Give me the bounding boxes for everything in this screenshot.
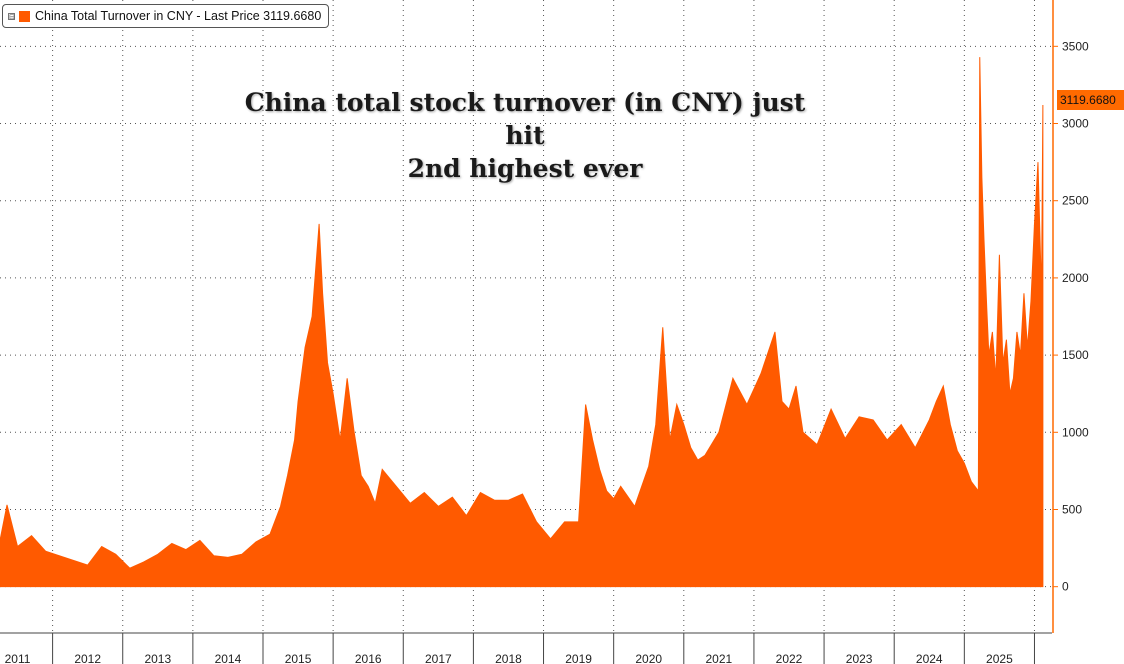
legend-label: China Total Turnover in CNY - Last Price… bbox=[35, 9, 322, 23]
y-tick-label: 1500 bbox=[1062, 348, 1089, 362]
x-tick-label: 2020 bbox=[635, 652, 662, 664]
x-tick-label: 2012 bbox=[74, 652, 101, 664]
y-tick-label: 2000 bbox=[1062, 271, 1089, 285]
y-tick-label: 3500 bbox=[1062, 39, 1089, 53]
x-tick-label: 2023 bbox=[846, 652, 873, 664]
last-price-tag: 3119.6680 bbox=[1057, 90, 1124, 110]
x-tick-label: 2016 bbox=[355, 652, 382, 664]
x-tick-label: 2022 bbox=[776, 652, 803, 664]
x-tick-label: 2018 bbox=[495, 652, 522, 664]
y-tick-label: 2500 bbox=[1062, 194, 1089, 208]
annotation-line-2: 2nd highest ever bbox=[407, 154, 643, 183]
x-tick-label: 2013 bbox=[144, 652, 171, 664]
turnover-area-series bbox=[0, 57, 1044, 588]
annotation-line-1: China total stock turnover (in CNY) just… bbox=[244, 88, 806, 150]
y-tick-label: 3000 bbox=[1062, 117, 1089, 131]
x-tick-label: 2017 bbox=[425, 652, 452, 664]
x-axis: 2011 2012 2013 2014 2015 2016 2017 2018 2019 2020… bbox=[0, 632, 1052, 664]
x-tick-label: 2019 bbox=[565, 652, 592, 664]
x-tick-label: 2021 bbox=[706, 652, 733, 664]
x-tick-label: 2011 bbox=[5, 652, 31, 664]
legend[interactable]: ⊟ China Total Turnover in CNY - Last Pri… bbox=[2, 4, 330, 28]
y-tick-label: 0 bbox=[1062, 580, 1069, 594]
x-tick-label: 2024 bbox=[916, 652, 943, 664]
legend-collapse-icon[interactable]: ⊟ bbox=[8, 12, 15, 21]
y-tick-label: 1000 bbox=[1062, 425, 1089, 439]
y-axis-ticks: 0 500 1000 1500 2000 2500 3000 3500 bbox=[1053, 39, 1089, 594]
x-tick-label: 2014 bbox=[215, 652, 242, 664]
x-tick-label: 2025 bbox=[986, 652, 1013, 664]
y-tick-label: 500 bbox=[1062, 502, 1082, 516]
x-tick-label: 2015 bbox=[285, 652, 312, 664]
chart-annotation: China total stock turnover (in CNY) just… bbox=[230, 86, 820, 185]
legend-swatch bbox=[19, 10, 30, 22]
